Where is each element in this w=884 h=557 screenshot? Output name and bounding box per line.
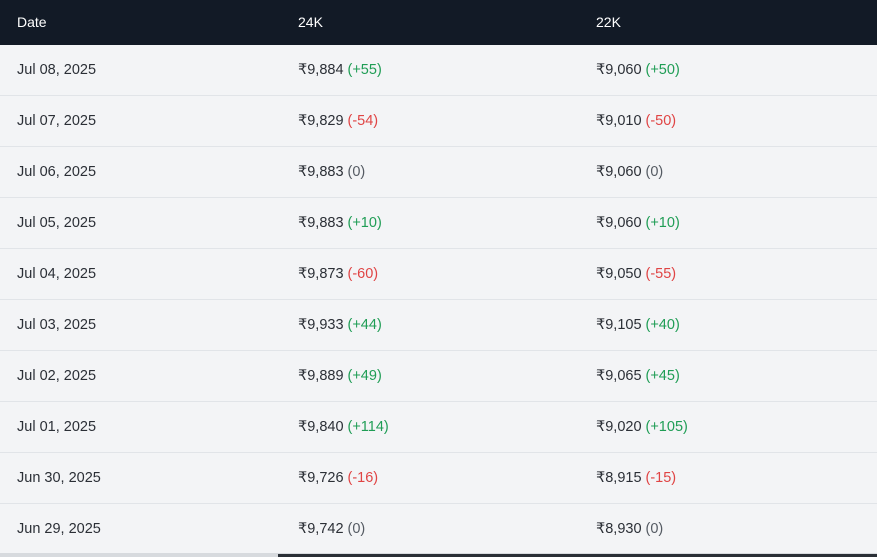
table-row: Jul 03, 2025 ₹9,933 (+44) ₹9,105 (+40) <box>0 300 877 351</box>
date-cell: Jul 02, 2025 <box>17 368 97 384</box>
price-value: ₹8,930 <box>596 521 642 537</box>
date-cell: Jun 30, 2025 <box>17 470 101 486</box>
price-value: ₹9,010 <box>596 113 642 129</box>
table-row: Jun 29, 2025 ₹9,742 (0) ₹8,930 (0) <box>0 504 877 555</box>
table-row: Jun 30, 2025 ₹9,726 (-16) ₹8,915 (-15) <box>0 453 877 504</box>
price-change: (0) <box>347 521 366 537</box>
price-change: (+44) <box>347 317 382 333</box>
price-24k-cell: ₹9,840 (+114) <box>298 418 389 436</box>
price-value: ₹9,060 <box>596 215 642 231</box>
price-value: ₹9,873 <box>298 266 344 282</box>
price-value: ₹9,060 <box>596 62 642 78</box>
price-change: (0) <box>645 164 664 180</box>
price-24k-cell: ₹9,742 (0) <box>298 520 365 538</box>
price-24k-cell: ₹9,884 (+55) <box>298 61 382 79</box>
header-date: Date <box>17 14 47 30</box>
price-24k-cell: ₹9,933 (+44) <box>298 316 382 334</box>
price-value: ₹9,883 <box>298 164 344 180</box>
price-change: (+105) <box>645 419 688 435</box>
price-22k-cell: ₹8,915 (-15) <box>596 469 676 487</box>
table-row: Jul 02, 2025 ₹9,889 (+49) ₹9,065 (+45) <box>0 351 877 402</box>
date-cell: Jul 03, 2025 <box>17 317 97 333</box>
price-value: ₹9,726 <box>298 470 344 486</box>
price-change: (+50) <box>645 62 680 78</box>
price-24k-cell: ₹9,889 (+49) <box>298 367 382 385</box>
price-change: (+10) <box>645 215 680 231</box>
price-change: (-55) <box>645 266 677 282</box>
price-change: (+55) <box>347 62 382 78</box>
price-change: (+114) <box>347 419 389 435</box>
price-value: ₹9,829 <box>298 113 344 129</box>
price-22k-cell: ₹9,060 (+50) <box>596 61 680 79</box>
price-change: (-54) <box>347 113 379 129</box>
price-change: (-16) <box>347 470 379 486</box>
price-22k-cell: ₹9,010 (-50) <box>596 112 676 130</box>
table-row: Jul 07, 2025 ₹9,829 (-54) ₹9,010 (-50) <box>0 96 877 147</box>
price-value: ₹8,915 <box>596 470 642 486</box>
price-22k-cell: ₹9,060 (0) <box>596 163 663 181</box>
table-row: Jul 04, 2025 ₹9,873 (-60) ₹9,050 (-55) <box>0 249 877 300</box>
price-24k-cell: ₹9,873 (-60) <box>298 265 378 283</box>
price-24k-cell: ₹9,726 (-16) <box>298 469 378 487</box>
horizontal-scrollbar[interactable] <box>0 553 877 557</box>
date-cell: Jul 04, 2025 <box>17 266 97 282</box>
table-header: Date 24K 22K <box>0 0 877 45</box>
price-value: ₹9,884 <box>298 62 344 78</box>
date-cell: Jul 05, 2025 <box>17 215 97 231</box>
price-change: (+45) <box>645 368 680 384</box>
price-24k-cell: ₹9,883 (+10) <box>298 214 382 232</box>
table-row: Jul 01, 2025 ₹9,840 (+114) ₹9,020 (+105) <box>0 402 877 453</box>
price-22k-cell: ₹9,065 (+45) <box>596 367 680 385</box>
price-24k-cell: ₹9,883 (0) <box>298 163 365 181</box>
date-cell: Jul 01, 2025 <box>17 419 97 435</box>
price-value: ₹9,933 <box>298 317 344 333</box>
price-change: (0) <box>645 521 664 537</box>
price-change: (0) <box>347 164 366 180</box>
price-change: (-15) <box>645 470 677 486</box>
price-value: ₹9,742 <box>298 521 344 537</box>
header-24k: 24K <box>298 14 323 30</box>
date-cell: Jul 08, 2025 <box>17 62 97 78</box>
table-row: Jul 08, 2025 ₹9,884 (+55) ₹9,060 (+50) <box>0 45 877 96</box>
price-22k-cell: ₹9,105 (+40) <box>596 316 680 334</box>
table-body: Jul 08, 2025 ₹9,884 (+55) ₹9,060 (+50) Jul 07… <box>0 45 877 555</box>
date-cell: Jul 06, 2025 <box>17 164 97 180</box>
table-row: Jul 05, 2025 ₹9,883 (+10) ₹9,060 (+10) <box>0 198 877 249</box>
price-value: ₹9,840 <box>298 419 344 435</box>
price-value: ₹9,060 <box>596 164 642 180</box>
header-22k: 22K <box>596 14 621 30</box>
price-change: (+40) <box>645 317 680 333</box>
price-value: ₹9,050 <box>596 266 642 282</box>
price-22k-cell: ₹8,930 (0) <box>596 520 663 538</box>
price-change: (+49) <box>347 368 382 384</box>
date-cell: Jul 07, 2025 <box>17 113 97 129</box>
vertical-scroll-area <box>877 0 884 557</box>
horizontal-scrollbar-thumb[interactable] <box>278 554 877 557</box>
price-value: ₹9,020 <box>596 419 642 435</box>
price-value: ₹9,105 <box>596 317 642 333</box>
price-22k-cell: ₹9,020 (+105) <box>596 418 688 436</box>
price-value: ₹9,883 <box>298 215 344 231</box>
price-22k-cell: ₹9,060 (+10) <box>596 214 680 232</box>
price-change: (-50) <box>645 113 677 129</box>
price-value: ₹9,889 <box>298 368 344 384</box>
table-row: Jul 06, 2025 ₹9,883 (0) ₹9,060 (0) <box>0 147 877 198</box>
price-change: (-60) <box>347 266 379 282</box>
price-value: ₹9,065 <box>596 368 642 384</box>
price-change: (+10) <box>347 215 382 231</box>
price-24k-cell: ₹9,829 (-54) <box>298 112 378 130</box>
date-cell: Jun 29, 2025 <box>17 521 101 537</box>
price-22k-cell: ₹9,050 (-55) <box>596 265 676 283</box>
